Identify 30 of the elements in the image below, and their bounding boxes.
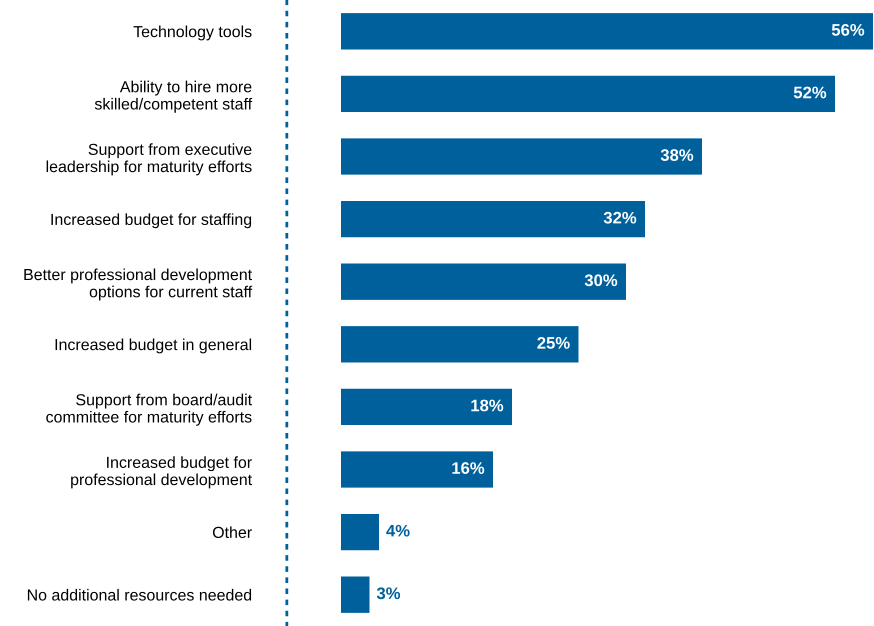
data-label: 52%: [794, 86, 826, 98]
data-label: 38%: [660, 149, 694, 161]
y-tick-label: Support from board/audit committee for maturity efforts: [46, 394, 252, 426]
y-tick-label: Increased budget for professional development: [71, 456, 252, 488]
y-tick-label: No additional resources needed: [28, 588, 252, 601]
bar: [341, 451, 493, 488]
y-tick-label: Support from executive leadership for maturity efforts: [46, 143, 252, 176]
y-tick-label: Technology tools: [134, 26, 252, 40]
data-label: 56%: [832, 24, 864, 36]
bar: [341, 13, 873, 50]
bar: [341, 388, 512, 426]
bar: [341, 264, 626, 300]
data-label: 32%: [604, 212, 636, 224]
y-tick-label: Increased budget in general: [56, 338, 252, 354]
data-label: 16%: [452, 462, 484, 474]
data-label: 4%: [386, 524, 410, 537]
data-label: 3%: [376, 587, 400, 600]
bar: [341, 326, 578, 362]
bar: [341, 514, 379, 550]
y-tick-label: Ability to hire more skilled/competent staff: [94, 80, 252, 113]
y-tick-label: Other: [212, 526, 252, 538]
data-label: 25%: [537, 336, 570, 349]
data-label: 30%: [584, 274, 618, 286]
bar: [341, 76, 835, 112]
y-tick-label: Increased budget for staffing: [51, 213, 252, 228]
bar: [341, 576, 370, 613]
y-tick-label: Better professional development options for current staff: [24, 268, 252, 301]
bar: [341, 200, 645, 238]
bar: [341, 138, 702, 175]
data-label: 18%: [471, 400, 504, 412]
